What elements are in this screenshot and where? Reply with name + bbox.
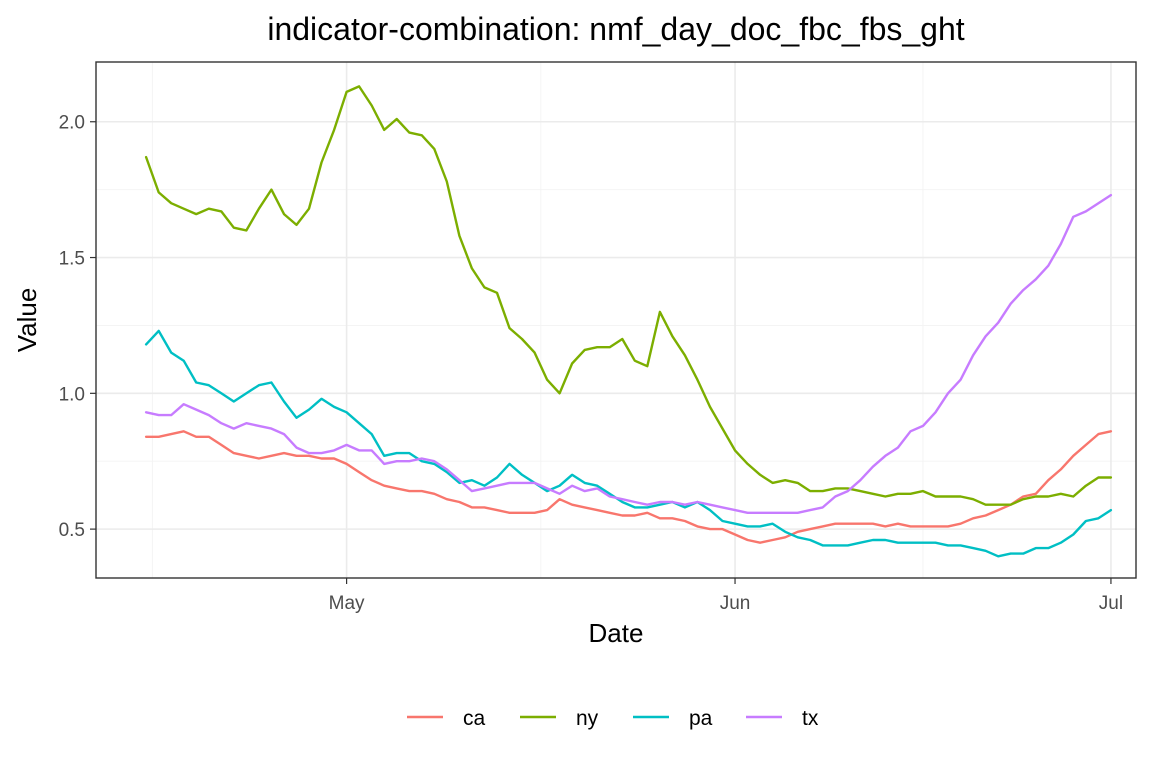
legend-item-tx: tx	[746, 707, 819, 730]
series-line-ny	[144, 85, 1113, 506]
legend-label-pa: pa	[689, 707, 713, 730]
grid	[96, 62, 1136, 578]
y-tick-label: 2.0	[59, 113, 85, 134]
y-tick-label: 0.5	[59, 520, 85, 541]
y-tick-label: 1.5	[59, 249, 85, 270]
series-line-ca	[144, 430, 1113, 544]
legend-item-ca: ca	[407, 707, 486, 730]
legend: ca ny pa tx	[407, 707, 819, 730]
x-tick-label: Jun	[720, 593, 751, 614]
legend-label-ny: ny	[576, 707, 599, 730]
chart-title: indicator-combination: nmf_day_doc_fbc_f…	[267, 11, 964, 47]
legend-item-ny: ny	[520, 707, 599, 730]
y-tick-label: 1.0	[59, 384, 85, 405]
series-lines	[144, 85, 1113, 558]
legend-label-tx: tx	[802, 707, 819, 730]
x-axis-title: Date	[589, 618, 644, 648]
series-line-pa	[144, 329, 1113, 558]
axis-ticks: 0.5 1.0 1.5 2.0 May Jun Jul	[59, 113, 1124, 614]
legend-label-ca: ca	[463, 707, 486, 730]
y-axis-title: Value	[12, 288, 42, 353]
x-tick-label: May	[329, 593, 365, 614]
x-tick-label: Jul	[1099, 593, 1123, 614]
legend-item-pa: pa	[633, 707, 713, 730]
series-line-tx	[144, 193, 1113, 514]
plot-panel-border	[95, 61, 1137, 579]
